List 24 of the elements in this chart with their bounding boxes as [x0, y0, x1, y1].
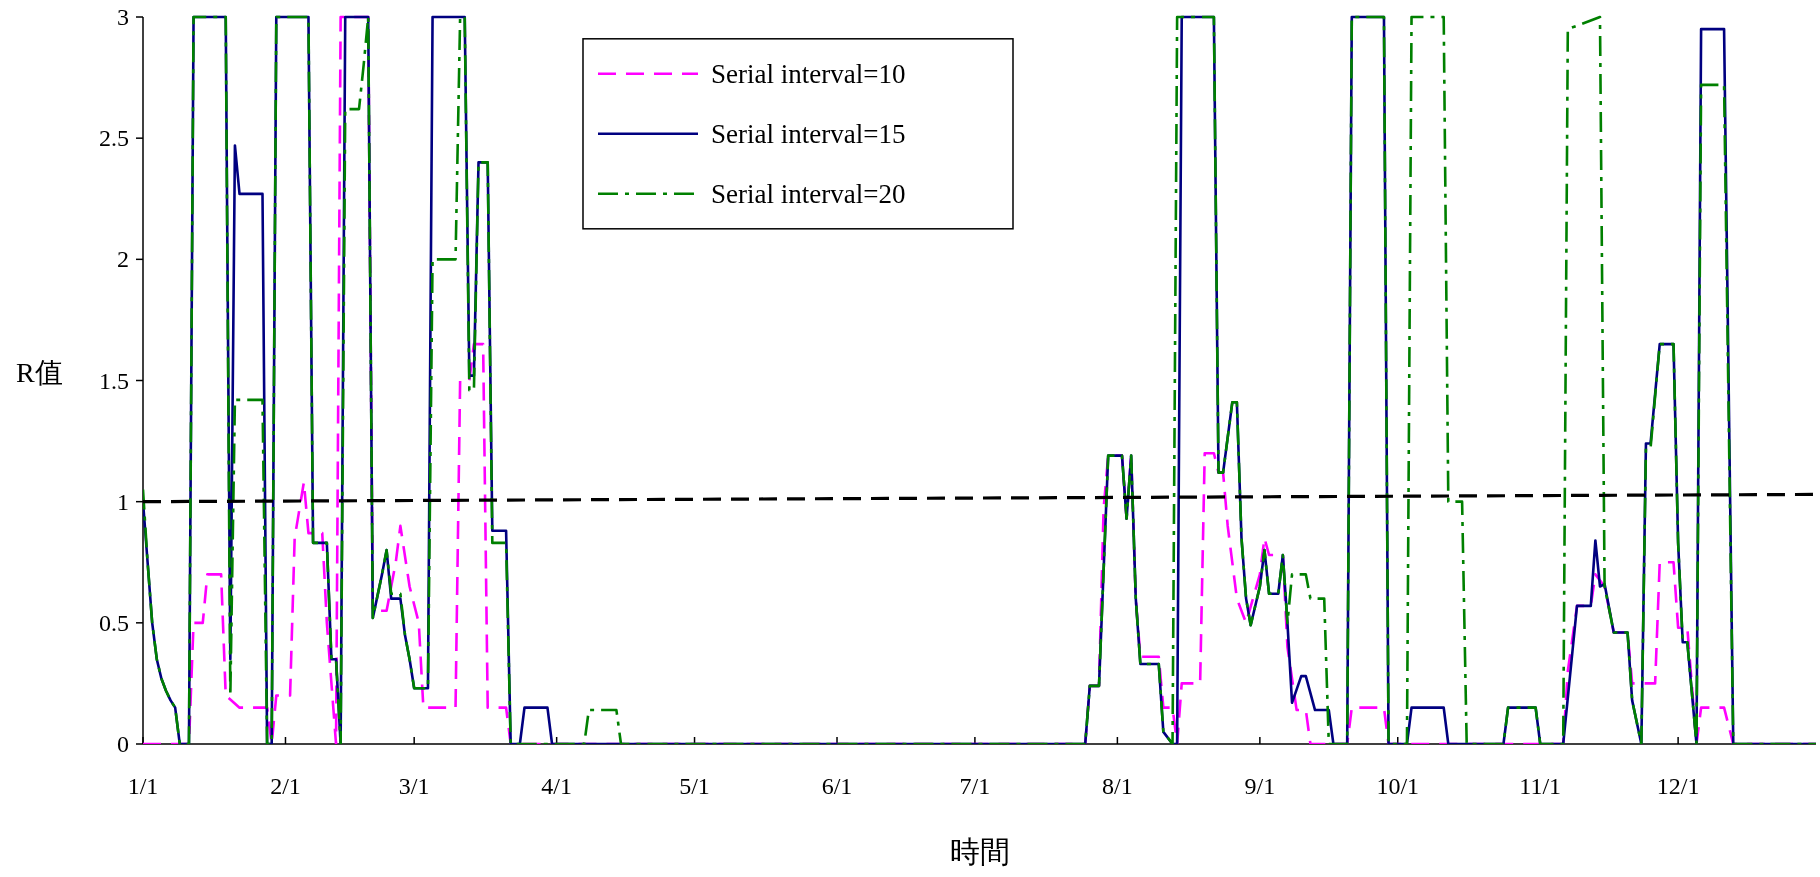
x-tick-label: 9/1: [1244, 773, 1276, 799]
x-tick-label: 4/1: [541, 773, 572, 799]
y-tick-label: 0: [117, 731, 129, 757]
y-tick-label: 2: [117, 246, 129, 273]
x-tick-label: 3/1: [398, 773, 430, 799]
legend-label: Serial interval=15: [711, 118, 906, 149]
y-tick-label: 1: [117, 488, 129, 515]
x-tick-label: 7/1: [959, 773, 991, 799]
y-tick-label: 3: [117, 4, 129, 30]
y-tick-label: 0.5: [99, 609, 129, 636]
x-tick-label: 1/1: [127, 773, 159, 799]
legend-label: Serial interval=20: [711, 178, 906, 209]
x-axis-title: 時間: [949, 835, 1010, 868]
x-tick-label: 6/1: [821, 773, 853, 799]
legend-label: Serial interval=10: [711, 58, 906, 89]
x-tick-label: 10/1: [1376, 773, 1420, 799]
y-axis-title: R值: [16, 357, 63, 388]
x-tick-label: 8/1: [1102, 773, 1133, 799]
y-tick-label: 1.5: [99, 367, 129, 394]
x-tick-label: 11/1: [1519, 773, 1562, 799]
x-tick-label: 12/1: [1656, 773, 1700, 799]
x-tick-label: 2/1: [270, 773, 301, 799]
y-tick-label: 2.5: [99, 125, 129, 152]
x-tick-label: 5/1: [679, 773, 710, 799]
